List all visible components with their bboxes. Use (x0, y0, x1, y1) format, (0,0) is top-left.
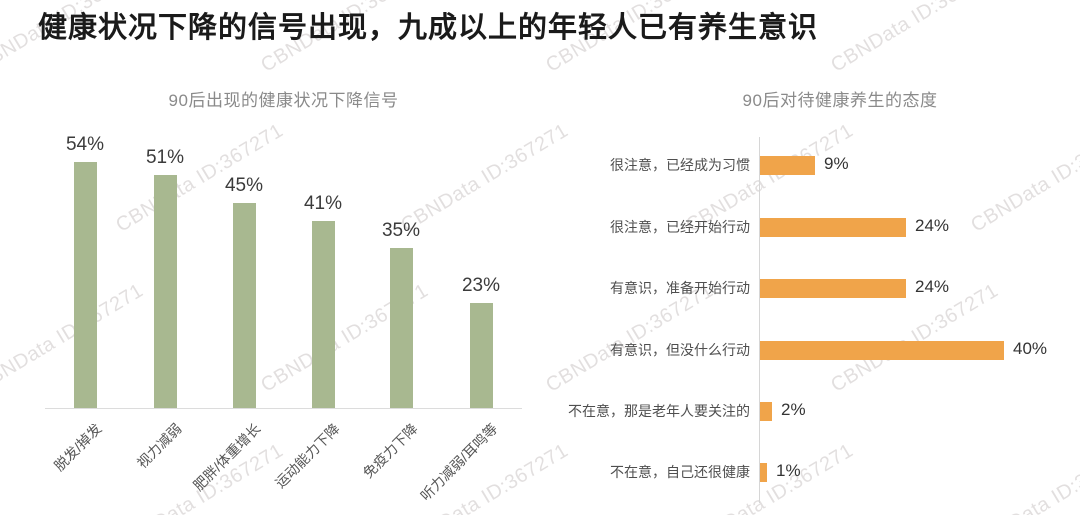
category-label: 很注意，已经成为习惯 (610, 157, 750, 173)
category-label: 肥胖/体重增长 (190, 420, 264, 494)
category-label: 有意识，但没什么行动 (610, 342, 750, 358)
value-label: 51% (145, 147, 185, 168)
value-label: 23% (461, 275, 501, 296)
bar (390, 248, 413, 408)
value-label: 45% (224, 175, 264, 196)
category-label: 脱发/掉发 (50, 420, 105, 475)
bar (470, 303, 493, 408)
value-label: 2% (781, 400, 806, 419)
bar (760, 402, 772, 421)
value-label: 9% (824, 154, 849, 173)
right-chart-axis-line (759, 137, 760, 503)
watermark: CBNData ID:367271 (827, 0, 1003, 77)
bar (760, 218, 906, 237)
value-label: 40% (1013, 339, 1048, 358)
right-chart-title: 90后对待健康养生的态度 (742, 91, 938, 110)
bar (760, 279, 906, 298)
category-label: 听力减弱/耳鸣等 (417, 420, 501, 504)
category-label: 不在意，那是老年人要关注的 (568, 403, 750, 419)
category-label: 视力减弱 (133, 420, 185, 472)
left-chart-title: 90后出现的健康状况下降信号 (168, 91, 399, 110)
value-label: 54% (65, 134, 105, 155)
category-label: 不在意，自己还很健康 (610, 464, 750, 480)
left-axis-labels: 脱发/掉发 视力减弱 肥胖/体重增长 运动能力下降 免疫力下降 听力减弱/耳鸣等 (0, 412, 540, 515)
bar (74, 162, 97, 408)
value-label: 41% (303, 193, 343, 214)
bar (312, 221, 335, 408)
page-title: 健康状况下降的信号出现，九成以上的年轻人已有养生意识 (38, 12, 819, 44)
bar (760, 156, 815, 175)
value-label: 24% (915, 216, 950, 235)
value-label: 1% (776, 461, 801, 480)
category-label: 免疫力下降 (359, 420, 421, 482)
value-label: 24% (915, 277, 950, 296)
category-label: 运动能力下降 (271, 420, 343, 492)
value-label: 35% (381, 220, 421, 241)
left-chart-plot: 54% 51% 45% 41% 35% 23% (45, 120, 522, 409)
bar (154, 175, 177, 408)
bar (233, 203, 256, 408)
watermark: CBNData ID:367271 (0, 119, 3, 237)
bar (760, 341, 1004, 360)
category-label: 很注意，已经开始行动 (610, 219, 750, 235)
category-label: 有意识，准备开始行动 (610, 280, 750, 296)
bar (760, 463, 767, 482)
right-chart-plot: 很注意，已经成为习惯 9% 很注意，已经开始行动 24% 有意识，准备开始行动 24% 有意… (560, 137, 1080, 503)
